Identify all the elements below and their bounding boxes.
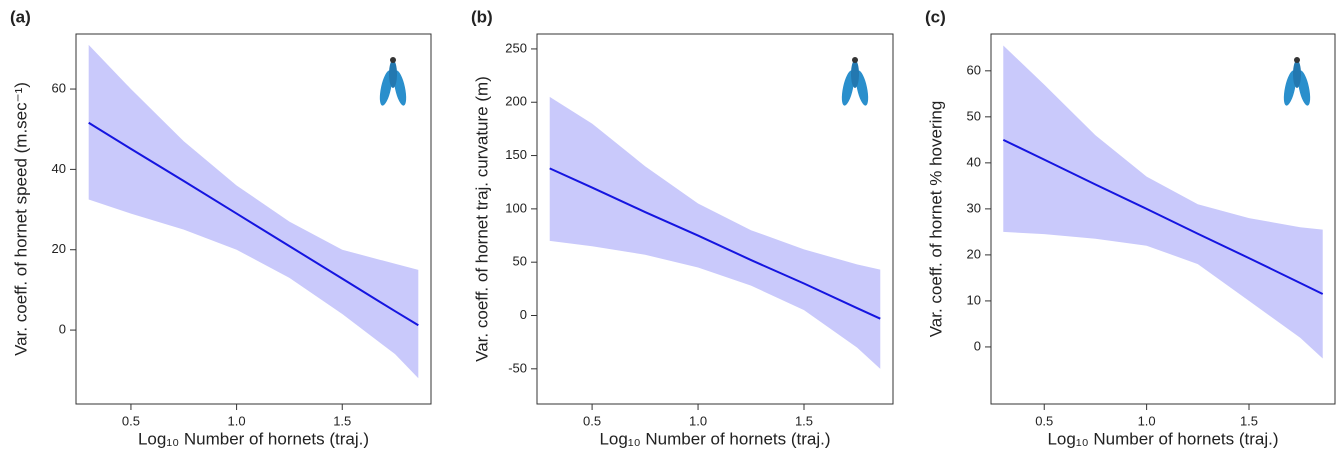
hornet-icon [379,57,407,106]
icon-body [851,60,859,88]
y-tick-label: 0 [59,322,66,337]
panel-label: (a) [10,7,31,26]
x-tick-label: 1.0 [228,413,246,428]
x-tick-label: 1.5 [333,413,351,428]
x-tick-label: 1.0 [689,413,707,428]
y-tick-label: 10 [967,292,981,307]
icon-wing [379,70,393,106]
y-tick-label: 20 [52,241,66,256]
icon-body [1293,60,1301,88]
icon-wing [841,70,855,106]
y-tick-label: 60 [967,62,981,77]
icon-wing [1297,70,1311,106]
hornet-icon [841,57,869,106]
x-tick-label: 0.5 [583,413,601,428]
y-tick-label: 0 [974,338,981,353]
y-tick-label: 40 [967,154,981,169]
y-axis-label: Var. coeff. of hornet speed (m.sec⁻¹) [11,82,30,356]
icon-head [1294,57,1300,63]
icon-wing [855,70,869,106]
confidence-band [88,44,419,379]
confidence-band [1003,45,1323,359]
fit-line [88,121,419,327]
plot-frame [990,33,1336,405]
icon-head [852,57,858,63]
y-tick-label: 0 [520,307,527,322]
y-axis-label: Var. coeff. of hornet % hovering [926,101,945,338]
y-tick-label: 20 [967,246,981,261]
y-tick-label: 50 [967,108,981,123]
plot-frame [75,33,432,405]
confidence-band [549,96,881,369]
fit-line [549,167,881,320]
x-axis-label: Log₁₀ Number of hornets (traj.) [599,429,830,448]
y-tick-label: 200 [505,94,527,109]
x-tick-label: 1.5 [795,413,813,428]
y-tick-label: 250 [505,40,527,55]
y-tick-label: 30 [967,200,981,215]
y-tick-label: -50 [508,360,527,375]
x-tick-label: 0.5 [122,413,140,428]
icon-body [389,60,397,88]
panel-label: (b) [471,7,493,26]
y-tick-label: 60 [52,80,66,95]
plot-frame [536,33,894,405]
hornet-icon [1283,57,1311,106]
x-tick-label: 1.0 [1138,413,1156,428]
y-tick-label: 100 [505,200,527,215]
panel-label: (c) [925,7,946,26]
y-tick-label: 150 [505,147,527,162]
x-axis-label: Log₁₀ Number of hornets (traj.) [138,429,369,448]
x-axis-label: Log₁₀ Number of hornets (traj.) [1047,429,1278,448]
fit-line [1002,138,1324,295]
icon-head [390,57,396,63]
y-tick-label: 40 [52,161,66,176]
icon-wing [1283,70,1297,106]
x-tick-label: 1.5 [1240,413,1258,428]
icon-wing [393,70,407,106]
x-tick-label: 0.5 [1035,413,1053,428]
y-tick-label: 50 [513,254,527,269]
y-axis-label: Var. coeff. of hornet traj. curvature (m… [472,76,491,362]
